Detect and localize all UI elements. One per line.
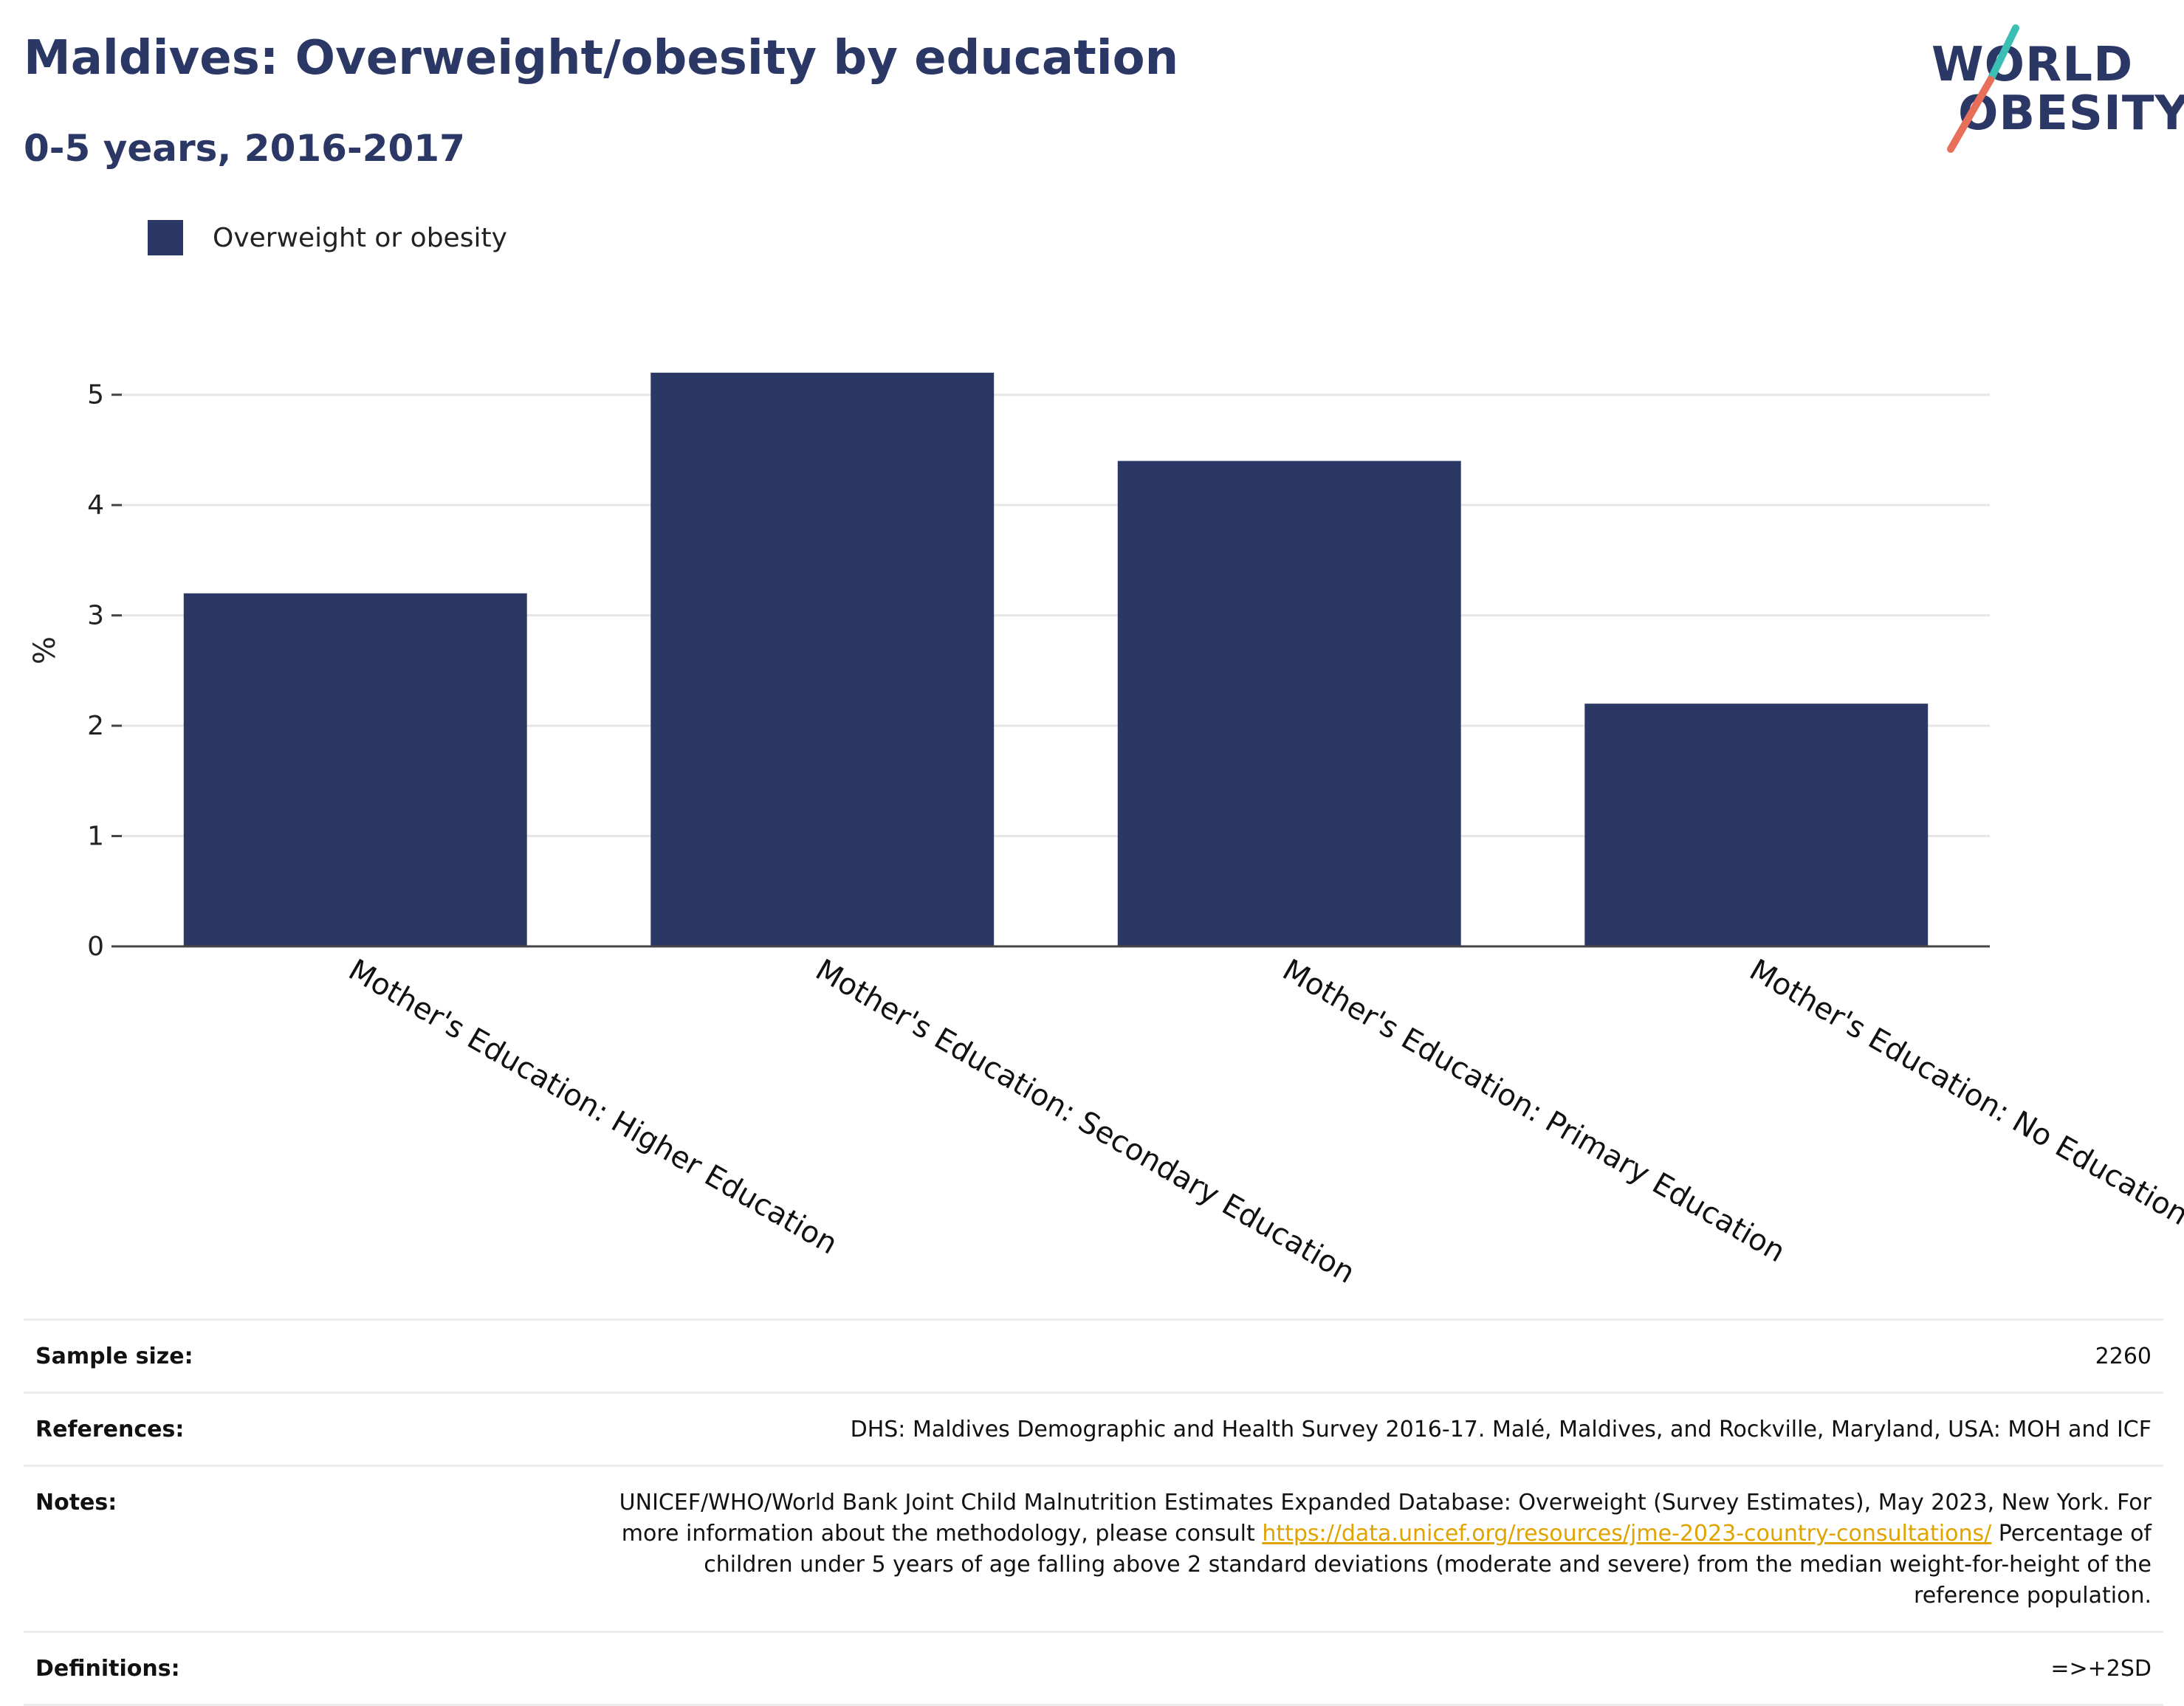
- legend-label: Overweight or obesity: [213, 222, 507, 253]
- info-row-sample-size: Sample size: 2260: [24, 1318, 2163, 1392]
- bar: [650, 372, 995, 946]
- notes-value: UNICEF/WHO/World Bank Joint Child Malnut…: [601, 1487, 2152, 1612]
- definitions-value: =>+2SD: [2050, 1656, 2152, 1682]
- sample-size-label: Sample size:: [35, 1344, 193, 1369]
- chart-legend: Overweight or obesity: [148, 220, 507, 255]
- y-tick-label: 5: [87, 380, 104, 410]
- y-tick-label: 2: [87, 711, 104, 741]
- world-obesity-logo[interactable]: WORLD OBESITY: [1920, 22, 2184, 155]
- references-label: References:: [35, 1417, 185, 1442]
- bar: [1117, 461, 1461, 946]
- bar-chart: 0 1 2 3 4 5% Mother's Education: Higher Educat…: [28, 372, 2184, 1290]
- legend-swatch: [148, 220, 183, 255]
- logo-text-line1: WORLD: [1931, 38, 2134, 92]
- x-tick-label: Mother's Education: Secondary Education: [810, 953, 1361, 1290]
- bar: [1584, 704, 1929, 946]
- definitions-label: Definitions:: [35, 1656, 180, 1682]
- notes-text-after-link: Percentage of children under 5 years of …: [704, 1521, 2152, 1609]
- notes-label: Notes:: [35, 1490, 117, 1516]
- y-tick-label: 4: [87, 490, 104, 520]
- x-tick-label: Mother's Education: Primary Education: [1277, 953, 1790, 1270]
- info-table: Sample size: 2260 References: DHS: Maldi…: [24, 1318, 2163, 1706]
- info-row-definitions: Definitions: =>+2SD: [24, 1631, 2163, 1706]
- logo-text-line2: OBESITY: [1958, 86, 2184, 141]
- sample-size-value: 2260: [2095, 1344, 2152, 1369]
- notes-text-before-link: UNICEF/WHO/World Bank Joint Child Malnut…: [619, 1490, 2152, 1547]
- y-axis-label: %: [28, 636, 62, 664]
- notes-methodology-link[interactable]: https://data.unicef.org/resources/jme-20…: [1262, 1521, 1992, 1547]
- page-title: Maldives: Overweight/obesity by educatio…: [24, 31, 1179, 86]
- page-subtitle: 0-5 years, 2016-2017: [24, 127, 465, 170]
- x-tick-label: Mother's Education: No Education: [1744, 953, 2184, 1232]
- references-value: DHS: Maldives Demographic and Health Sur…: [850, 1417, 2152, 1442]
- info-row-notes: Notes: UNICEF/WHO/World Bank Joint Child…: [24, 1465, 2163, 1631]
- info-row-references: References: DHS: Maldives Demographic an…: [24, 1392, 2163, 1465]
- y-tick-label: 0: [87, 932, 104, 962]
- logo-slash-icon: [1947, 24, 2019, 153]
- x-tick-label: Mother's Education: Higher Education: [343, 953, 843, 1262]
- y-tick-label: 1: [87, 822, 104, 852]
- bar: [183, 593, 527, 946]
- y-tick-label: 3: [87, 601, 104, 631]
